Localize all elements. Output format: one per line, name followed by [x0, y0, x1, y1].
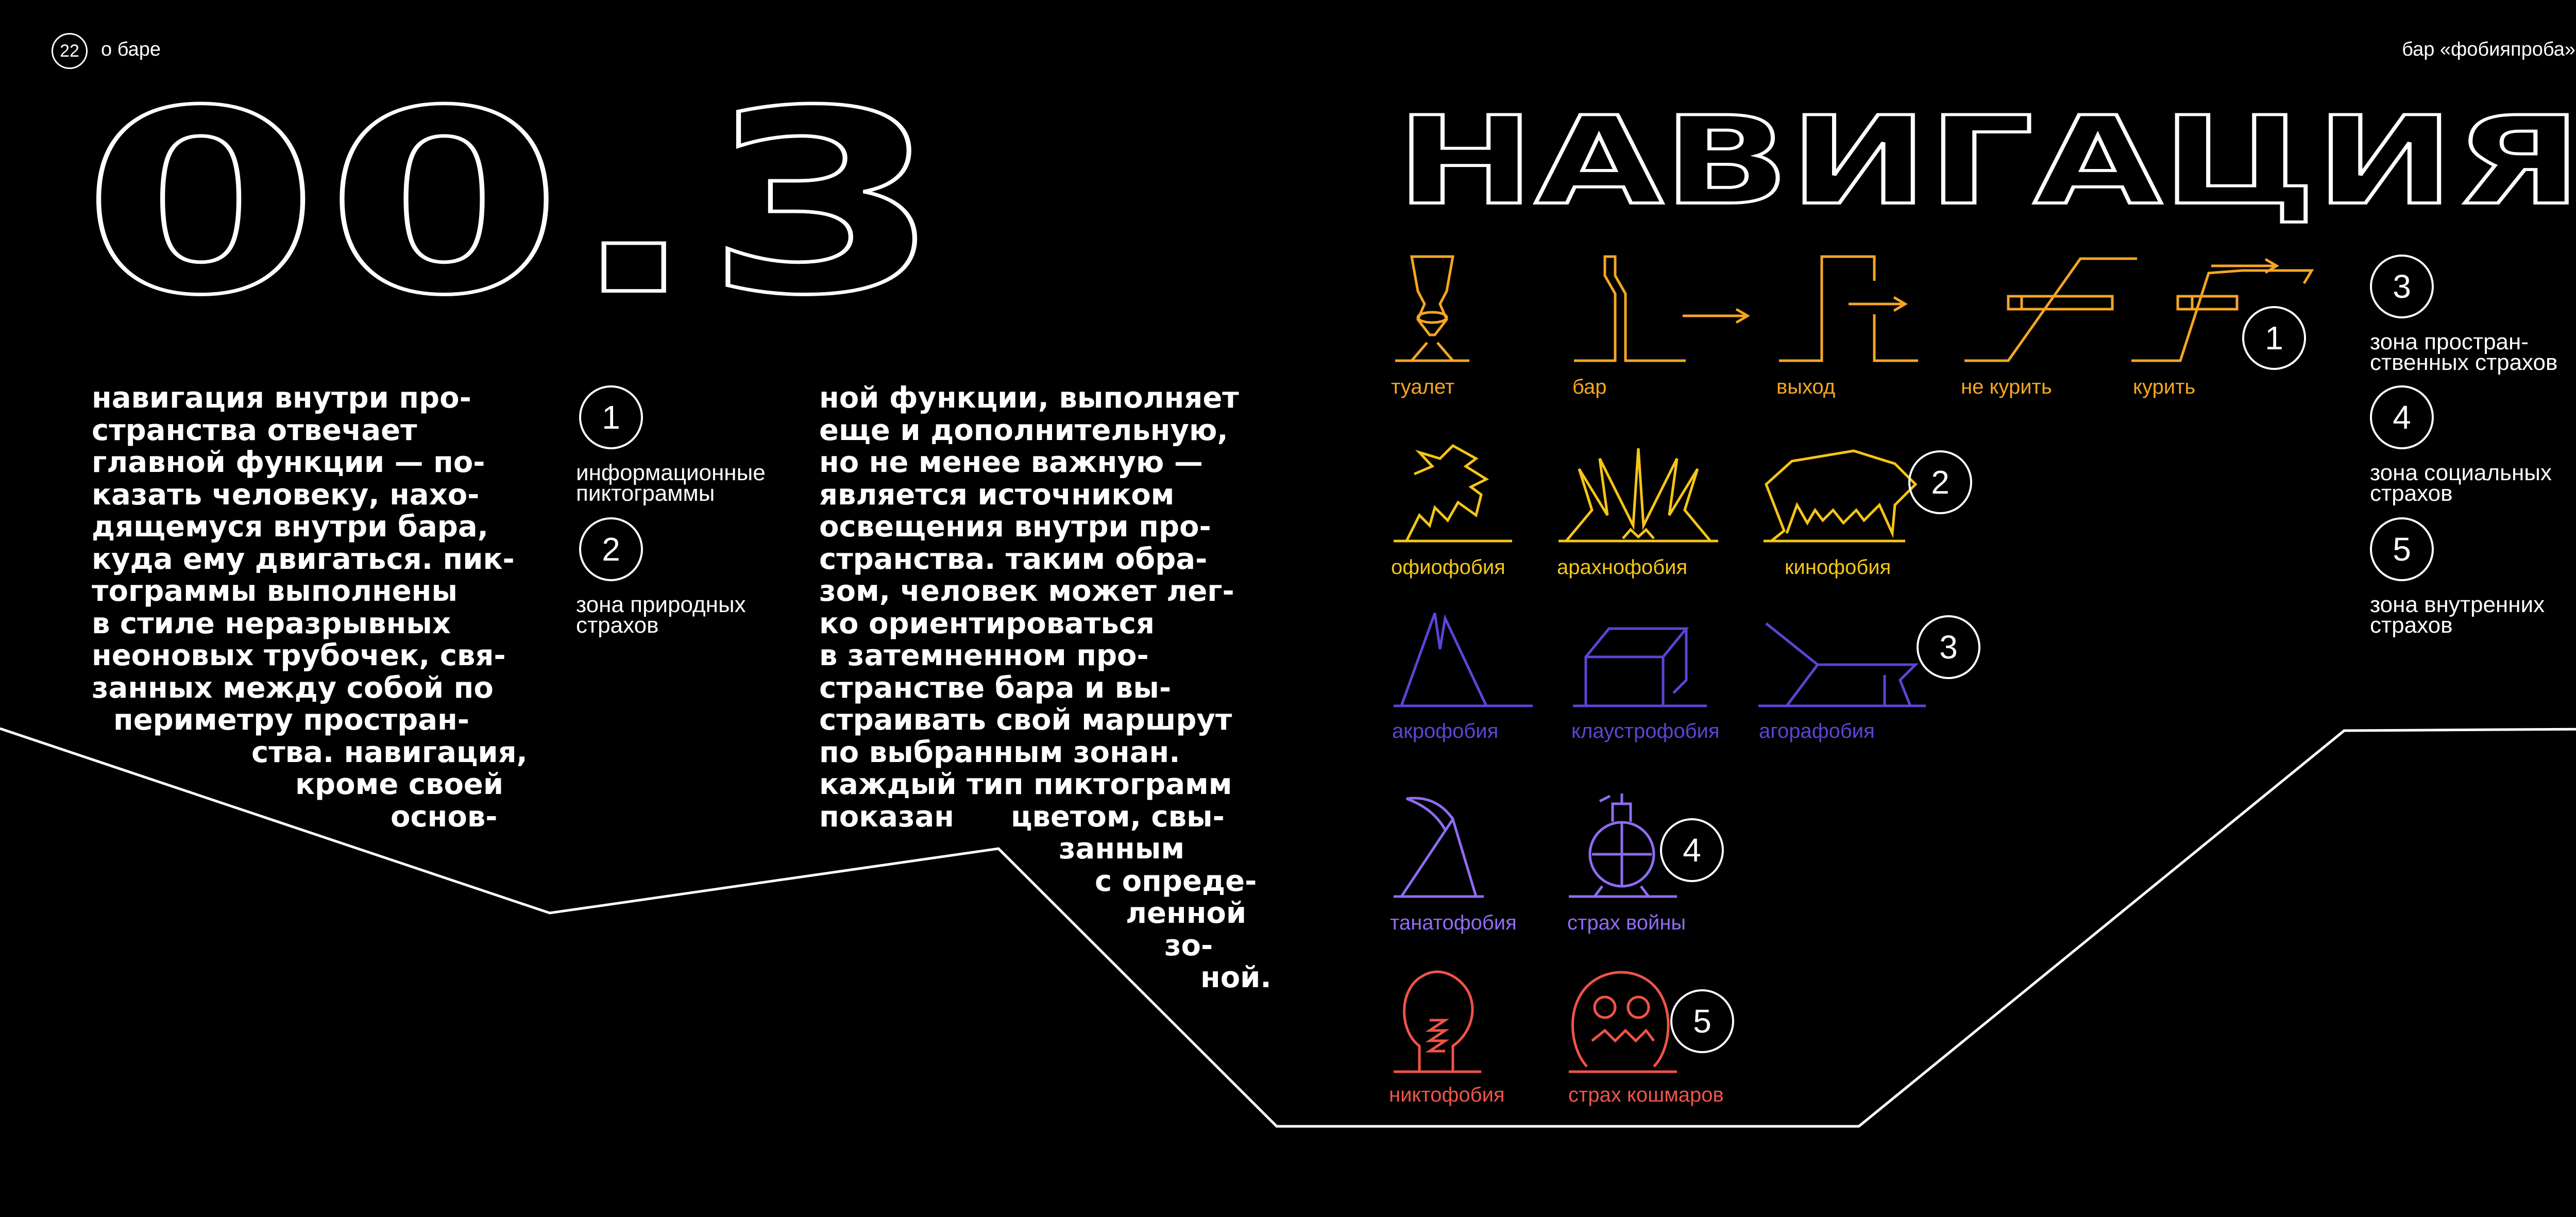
body-line: дящемуся внутри бара, [92, 510, 488, 544]
row5-badge: 5 [1670, 989, 1734, 1053]
bar-icon [1574, 255, 1750, 362]
body-line: занным [1059, 832, 1185, 866]
left-page-number: 22 [52, 33, 88, 69]
arachnophobia-label: арахнофобия [1557, 556, 1688, 579]
body-column-1: навигация внутри про- странства отвечает… [92, 382, 545, 833]
dog-icon [1764, 449, 1918, 543]
legend-badge-3: 3 [2370, 255, 2434, 318]
body-line: кроме своей [295, 768, 504, 801]
body-line: является источником [819, 478, 1175, 512]
body-line: навигация внутри про- [92, 381, 471, 415]
body-line: ной. [1200, 961, 1272, 994]
snake-icon [1394, 444, 1512, 543]
legend-badge-5: 5 [2370, 517, 2434, 581]
acrophobia-label: акрофобия [1392, 720, 1499, 742]
legend-badge-4: 4 [2370, 385, 2434, 449]
legend-badge-2: 2 [579, 517, 643, 581]
body-line: зо- [1164, 928, 1213, 962]
body-line: еще и дополнительную, [819, 413, 1228, 447]
body-line: освещения внутри про- [819, 510, 1211, 544]
body-line: в стиле неразрывных [92, 606, 451, 640]
toilet-label: туалет [1391, 376, 1455, 398]
no-smoking-icon [1964, 257, 2137, 362]
cynophobia-label: кинофобия [1785, 556, 1891, 579]
smoking-label: курить [2133, 376, 2196, 398]
row2-badge: 2 [1908, 450, 1972, 514]
toilet-icon [1395, 255, 1469, 362]
row4-badge: 4 [1660, 818, 1724, 882]
body-line: зом, человек может лег- [819, 574, 1234, 608]
scythe-icon [1394, 797, 1484, 898]
body-line: странстве бара и вы- [819, 671, 1172, 705]
ophidiophobia-label: офиофобия [1391, 556, 1505, 579]
body-line: ленной [1126, 897, 1247, 930]
body-line: неоновых трубочек, свя- [92, 639, 506, 672]
body-line: по выбранным зонан. [819, 735, 1180, 769]
right-title: бар «фобияпроба» [2402, 39, 2575, 60]
bar-label: бар [1572, 376, 1607, 398]
skull-icon [1569, 971, 1677, 1073]
no-smoking-label: не курить [1961, 376, 2052, 398]
lightbulb-icon [1394, 970, 1481, 1073]
body-line: ной функции, выполняет [819, 381, 1239, 415]
war-fear-label: страх войны [1567, 911, 1686, 934]
section-number: 00.3 [80, 56, 949, 351]
body-fragment: показан [819, 800, 954, 834]
exit-icon [1779, 255, 1918, 362]
thanatophobia-label: танатофобия [1390, 911, 1517, 934]
body-line: занных между собой по [92, 671, 494, 705]
legend-label-1: информационные пиктограммы [576, 460, 766, 506]
legend-label-2: зона природных страхов [576, 592, 746, 638]
body-line: основ- [391, 800, 498, 834]
body-line: странства отвечает [92, 413, 417, 447]
agoraphobia-label: агорафобия [1759, 720, 1875, 742]
body-line: периметру простран- [113, 703, 470, 737]
body-fragment: цветом, свы- [1010, 800, 1225, 834]
open-space-icon [1758, 622, 1926, 707]
body-column-2: ной функции, выполняет еще и дополнитель… [819, 382, 1283, 994]
row3-badge: 3 [1917, 615, 1980, 679]
body-line: страивать свой маршрут [819, 703, 1232, 737]
body-line: показан цветом, свы- [819, 801, 1283, 834]
body-line: куда ему двигаться. пик- [92, 542, 515, 576]
body-line: с опреде- [1095, 864, 1257, 898]
body-line: странства. таким обра- [819, 542, 1208, 576]
smoking-icon [2131, 258, 2314, 362]
grenade-icon [1569, 793, 1677, 898]
section-title: навигация [1394, 90, 2576, 232]
body-line: ства. навигация, [251, 735, 528, 769]
body-line: тограммы выполнены [92, 574, 458, 608]
body-line: казать человеку, нахо- [92, 478, 480, 512]
legend-badge-1: 1 [579, 385, 643, 449]
claustrophobia-label: клаустрофобия [1571, 720, 1720, 742]
body-line: ко ориентироваться [819, 606, 1155, 640]
legend-label-4: зона социальных страхов [2370, 460, 2552, 506]
row1-badge: 1 [2242, 306, 2306, 370]
mountain-icon [1394, 613, 1533, 707]
box-icon [1573, 627, 1707, 707]
body-line: в затемненном про- [819, 639, 1149, 672]
body-line: главной функции — по- [92, 446, 485, 479]
body-line: каждый тип пиктограмм [819, 768, 1232, 801]
nightmare-fear-label: страх кошмаров [1568, 1084, 1724, 1106]
body-line: но не менее важную — [819, 446, 1203, 479]
left-section-label: о баре [101, 39, 161, 60]
spider-icon [1558, 448, 1718, 543]
nyctophobia-label: никтофобия [1389, 1084, 1505, 1106]
legend-label-5: зона внутренних страхов [2370, 592, 2545, 638]
legend-label-3: зона простран- ственных страхов [2370, 329, 2558, 375]
exit-label: выход [1776, 376, 1836, 398]
